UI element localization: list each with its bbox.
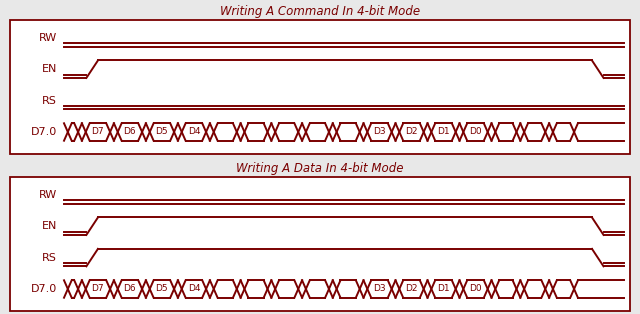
Text: Writing A Command In 4-bit Mode: Writing A Command In 4-bit Mode — [220, 5, 420, 18]
Text: D3: D3 — [373, 127, 386, 137]
Text: D2: D2 — [405, 284, 418, 294]
Text: D1: D1 — [437, 127, 450, 137]
FancyBboxPatch shape — [10, 20, 630, 154]
Text: EN: EN — [42, 64, 57, 74]
Text: RW: RW — [38, 190, 57, 200]
Text: D7.0: D7.0 — [31, 284, 57, 294]
Text: D7.0: D7.0 — [31, 127, 57, 137]
Text: D2: D2 — [405, 127, 418, 137]
Text: D0: D0 — [469, 127, 482, 137]
Text: D5: D5 — [156, 284, 168, 294]
Text: D1: D1 — [437, 284, 450, 294]
Text: EN: EN — [42, 221, 57, 231]
Text: D4: D4 — [188, 284, 200, 294]
Text: RS: RS — [42, 252, 57, 263]
Text: D5: D5 — [156, 127, 168, 137]
Text: D7: D7 — [92, 284, 104, 294]
Text: D6: D6 — [124, 284, 136, 294]
Text: RS: RS — [42, 95, 57, 106]
FancyBboxPatch shape — [10, 177, 630, 311]
Text: Writing A Data In 4-bit Mode: Writing A Data In 4-bit Mode — [236, 162, 404, 175]
Text: D4: D4 — [188, 127, 200, 137]
Text: D3: D3 — [373, 284, 386, 294]
Text: D6: D6 — [124, 127, 136, 137]
Text: D7: D7 — [92, 127, 104, 137]
Text: RW: RW — [38, 33, 57, 43]
Text: D0: D0 — [469, 284, 482, 294]
